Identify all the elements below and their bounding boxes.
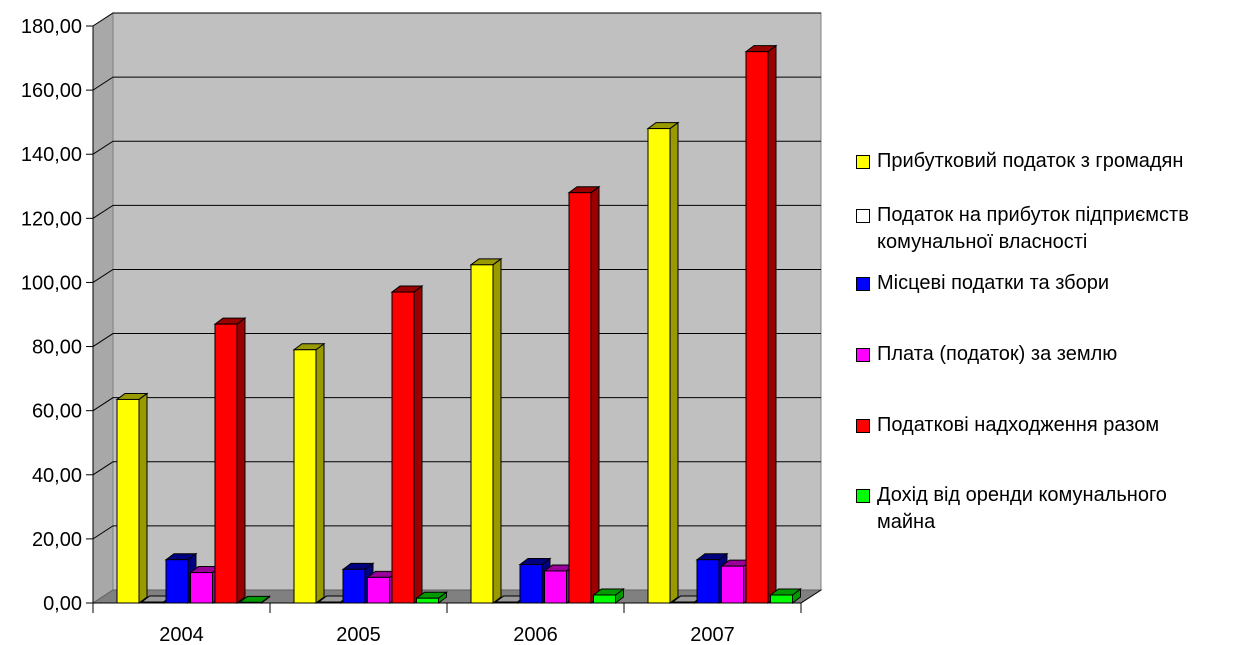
legend-label: Плата (податок) за землю	[877, 343, 1118, 365]
y-tick-label: 160,00	[21, 80, 82, 102]
y-tick-label: 0,00	[43, 593, 82, 615]
gridline	[92, 12, 821, 27]
gridline	[92, 76, 821, 91]
bar-front	[391, 291, 415, 604]
y-axis-ticks: 0,00 20,00 40,00 60,00 80,00 100,00 120,00 140,…	[21, 16, 93, 615]
bar	[390, 285, 424, 604]
x-axis-ticks: 2004 2005 2006 2007	[92, 603, 802, 645]
bar-side	[492, 257, 502, 604]
bar-side	[767, 44, 777, 604]
legend-label: Податок на прибуток підприємств комуналь…	[877, 204, 1189, 253]
bar-side	[669, 121, 679, 604]
bar-front	[721, 565, 744, 604]
bar-side	[315, 342, 325, 604]
bar-side	[413, 285, 423, 604]
legend-label: Прибутковий податок з громадян	[877, 150, 1184, 172]
bar-front	[165, 559, 189, 604]
bar	[744, 44, 778, 604]
bar-front	[519, 564, 543, 604]
legend-label: Дохід від оренди комунального майна	[877, 484, 1167, 533]
bar	[567, 185, 601, 604]
legend-label: Податкові надходження разом	[877, 414, 1160, 436]
x-tick-label: 2007	[690, 624, 735, 645]
bar	[469, 257, 503, 604]
bar-side	[236, 317, 246, 604]
bar-front	[367, 576, 390, 604]
bar-side	[590, 185, 600, 604]
legend-swatch-icon	[856, 419, 870, 433]
y-tick-label: 20,00	[32, 529, 82, 551]
bar-front	[770, 594, 793, 604]
bar-front	[416, 597, 439, 604]
x-tick-label: 2004	[159, 624, 204, 645]
bar-front	[544, 570, 567, 604]
y-tick-label: 40,00	[32, 465, 82, 487]
y-tick-label: 180,00	[21, 16, 82, 38]
bar-front	[342, 568, 366, 604]
bar-front	[647, 128, 671, 604]
bar	[292, 342, 326, 604]
y-tick-label: 120,00	[21, 208, 82, 230]
bar-front	[116, 398, 140, 604]
legend-item: Місцеві податки та збори	[856, 272, 1109, 297]
legend-label: Місцеві податки та збори	[877, 272, 1110, 294]
bar-front	[696, 559, 720, 604]
legend-item: Податкові надходження разом	[856, 414, 1159, 439]
bar-front	[293, 349, 317, 604]
bar	[646, 121, 680, 604]
legend-item: Прибутковий податок з громадян	[856, 150, 1183, 175]
bar-side	[138, 392, 148, 604]
bar-front	[470, 264, 494, 604]
chart-walls	[91, 12, 823, 604]
depth-axis-line	[800, 589, 822, 604]
bar	[769, 587, 802, 604]
bars	[115, 44, 802, 604]
legend-item: Дохід від оренди комунального майна	[856, 484, 1217, 536]
x-tick-label: 2005	[336, 624, 381, 645]
legend-swatch-icon	[856, 277, 870, 291]
bar	[592, 587, 625, 604]
bar	[415, 591, 448, 604]
y-tick-label: 100,00	[21, 272, 82, 294]
bar	[115, 392, 149, 604]
legend-swatch-icon	[856, 348, 870, 362]
side-wall	[92, 12, 114, 604]
bar-front	[568, 192, 592, 604]
bar	[213, 317, 247, 604]
y-tick-label: 140,00	[21, 144, 82, 166]
bar-front	[593, 594, 616, 604]
legend-swatch-icon	[856, 209, 870, 223]
y-tick-label: 60,00	[32, 401, 82, 423]
x-tick-label: 2006	[513, 624, 558, 645]
bar-front	[214, 323, 238, 604]
bar-front	[745, 51, 769, 604]
bar-front	[190, 572, 213, 604]
legend-item: Плата (податок) за землю	[856, 343, 1117, 368]
gridline	[92, 140, 821, 155]
legend-item: Податок на прибуток підприємств комуналь…	[856, 204, 1251, 256]
legend-swatch-icon	[856, 489, 870, 503]
y-tick-label: 80,00	[32, 337, 82, 359]
legend-swatch-icon	[856, 155, 870, 169]
